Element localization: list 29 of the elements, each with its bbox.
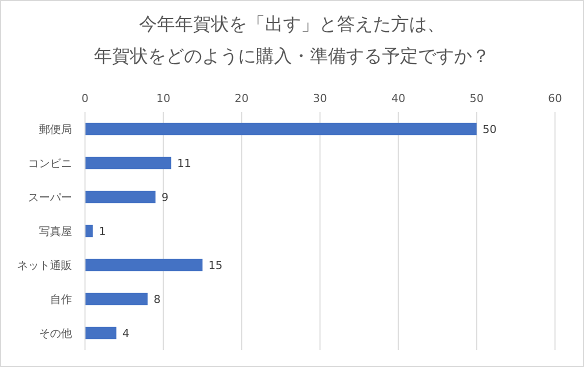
data-label: 1 [98,225,106,238]
data-label: 9 [162,191,168,204]
data-label: 50 [482,123,497,136]
data-label: 11 [177,157,192,170]
x-tick-label: 40 [391,92,406,105]
x-tick-label: 30 [313,92,327,105]
bar [85,258,202,272]
bar [85,122,477,136]
bar [85,292,148,306]
x-tick-label: 60 [548,92,562,105]
bar [85,224,93,238]
y-tick-label: 写真屋 [39,225,72,238]
chart-title: 今年年賀状を「出す」と答えた方は、年賀状をどのように購入・準備する予定ですか？ [94,14,490,67]
y-tick-label: ネット通販 [17,259,72,272]
y-tick-label: その他 [39,327,72,340]
bar [85,326,116,340]
bar [85,156,172,170]
x-tick-label: 50 [470,92,484,105]
data-label: 4 [122,327,130,340]
x-tick-label: 20 [234,92,249,105]
data-label: 8 [154,293,161,306]
x-tick-label: 10 [156,92,170,105]
bar [85,190,156,204]
data-label: 15 [208,259,222,272]
y-tick-label: コンビニ [28,157,72,170]
y-tick-label: スーパー [28,191,72,204]
y-tick-label: 郵便局 [39,123,72,136]
y-tick-label: 自作 [50,293,72,306]
x-tick-label: 0 [82,92,88,105]
